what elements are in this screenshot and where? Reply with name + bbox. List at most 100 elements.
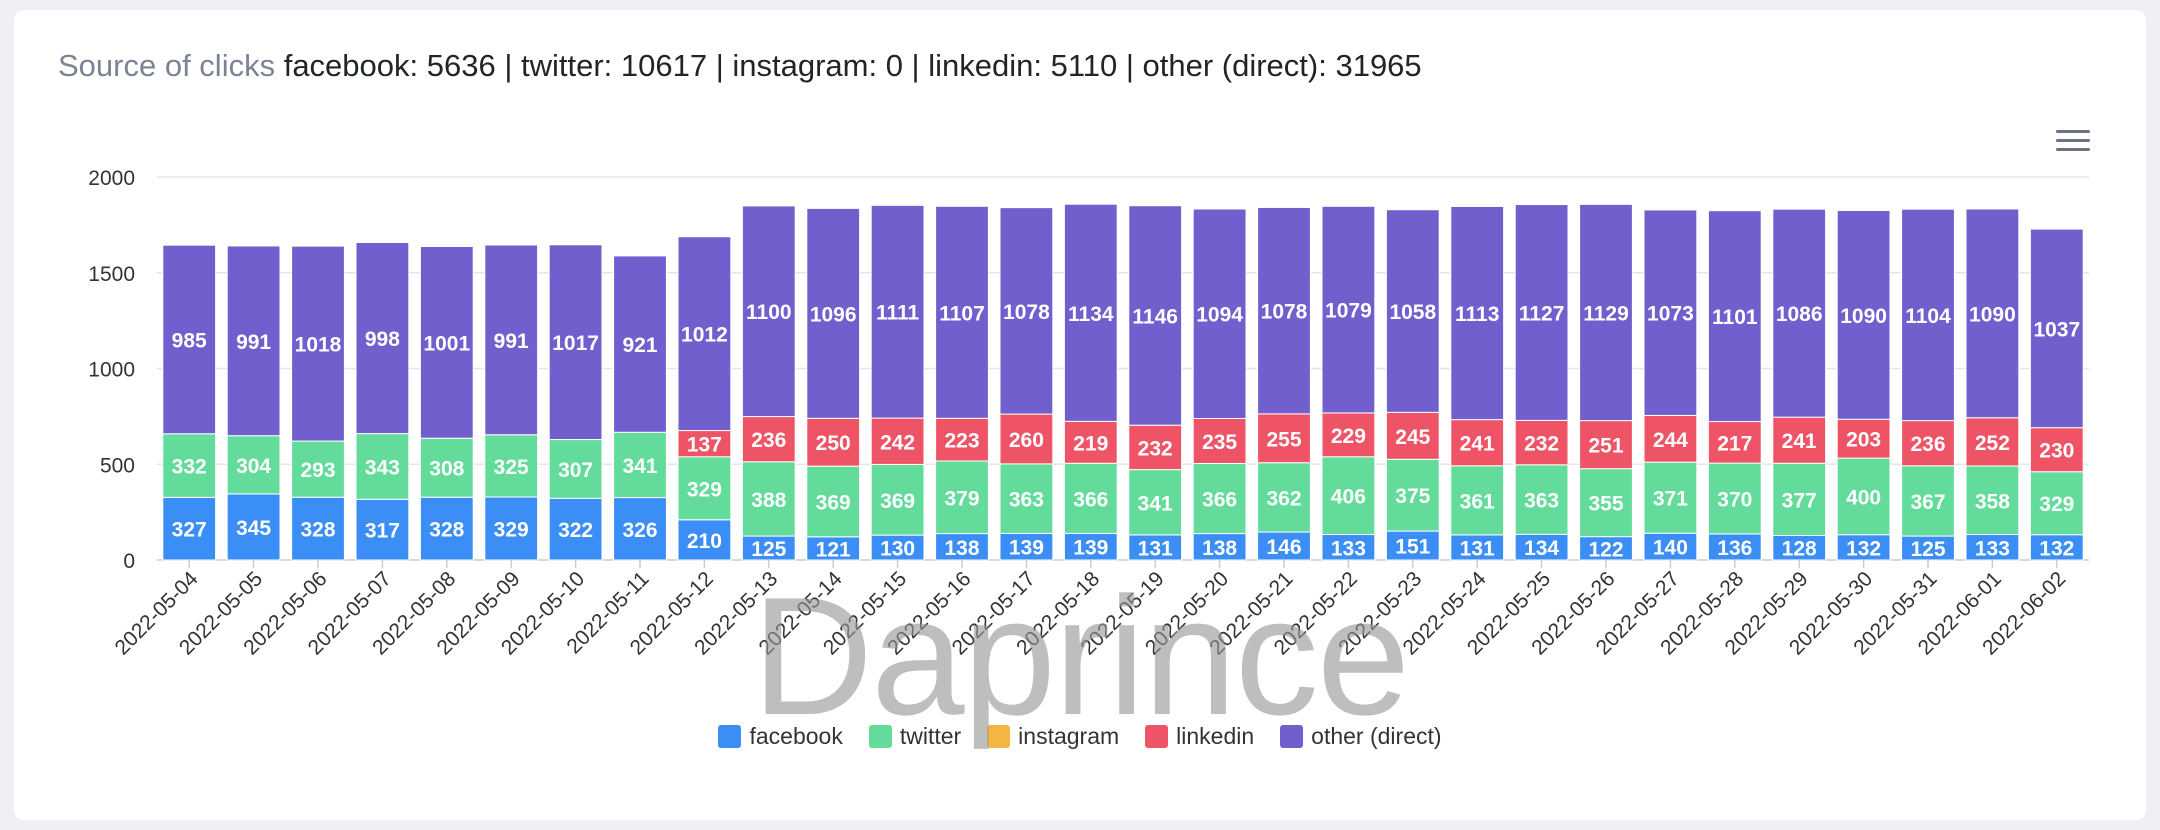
bar-segment	[226, 245, 281, 437]
bar-segment	[806, 207, 861, 419]
bar-segment	[1128, 205, 1183, 426]
legend-item[interactable]: twitter	[868, 723, 962, 750]
bar-segment	[870, 204, 925, 419]
bar-segment	[1321, 456, 1376, 536]
data-label: 366	[1073, 488, 1108, 511]
data-label: 219	[1073, 432, 1108, 455]
data-label: 210	[687, 530, 722, 553]
data-label: 362	[1266, 487, 1301, 510]
data-label: 1058	[1389, 301, 1436, 324]
bar-segment	[1063, 462, 1118, 534]
data-label: 1104	[1905, 305, 1951, 328]
legend-item[interactable]: other (direct)	[1280, 723, 1442, 750]
data-label: 1086	[1776, 303, 1823, 326]
data-label: 260	[1009, 429, 1044, 452]
bar-segment	[677, 430, 732, 458]
bar-segment	[1643, 461, 1698, 534]
hamburger-menu-icon[interactable]	[2056, 130, 2090, 156]
data-label: 217	[1717, 432, 1752, 455]
data-label: 151	[1395, 536, 1430, 559]
bar-segment	[1257, 206, 1311, 415]
data-label: 1129	[1583, 302, 1629, 325]
bar-segment	[806, 465, 861, 538]
y-tick-label: 500	[100, 454, 135, 477]
bar-segment	[741, 205, 796, 418]
bar-segment	[162, 433, 217, 498]
data-label: 332	[172, 456, 207, 479]
bar-segment	[1772, 208, 1827, 418]
bar-segment	[291, 496, 345, 561]
bar-segment	[355, 433, 410, 500]
bar-segment	[1772, 416, 1827, 464]
data-label: 377	[1782, 489, 1817, 512]
bar-segment	[1707, 462, 1762, 535]
data-label: 304	[236, 455, 271, 478]
bar-segment	[1579, 420, 1633, 470]
data-label: 293	[300, 459, 335, 482]
data-label: 1078	[1261, 301, 1308, 324]
bar-segment	[291, 440, 345, 498]
legend-label: linkedin	[1176, 723, 1255, 749]
data-label: 308	[429, 458, 464, 481]
data-label: 343	[365, 456, 400, 479]
bar-segment	[1901, 420, 1955, 467]
data-label: 250	[816, 432, 851, 455]
data-label: 998	[365, 328, 400, 351]
data-label: 371	[1653, 488, 1688, 511]
data-label: 363	[1524, 490, 1559, 513]
chart-title-label: Source of clicks	[58, 48, 276, 83]
bar-segment	[162, 244, 217, 435]
data-label: 1012	[681, 324, 728, 347]
data-label: 375	[1395, 485, 1430, 508]
data-label: 1079	[1325, 300, 1372, 323]
chart-title-summary: facebook: 5636 | twitter: 10617 | instag…	[283, 48, 1422, 83]
bar-segment	[999, 207, 1054, 415]
bar-segment	[548, 244, 603, 441]
bar-segment	[1707, 421, 1762, 464]
legend-label: instagram	[1018, 723, 1120, 749]
legend-swatch	[868, 725, 892, 748]
legend-swatch	[1280, 725, 1304, 748]
data-label: 355	[1588, 493, 1623, 516]
data-label: 131	[1460, 537, 1495, 560]
legend-item[interactable]: linkedin	[1145, 723, 1254, 750]
data-label: 138	[944, 537, 979, 560]
data-label: 1090	[1969, 303, 2016, 326]
data-label: 139	[1073, 537, 1108, 560]
bar-segment	[1836, 457, 1891, 536]
data-label: 991	[494, 330, 529, 353]
y-tick-label: 1000	[88, 359, 135, 382]
legend-label: other (direct)	[1311, 723, 1442, 749]
data-label: 125	[751, 538, 786, 561]
bar-segment	[1450, 465, 1505, 536]
bar-segment	[741, 416, 796, 463]
data-label: 1127	[1519, 302, 1565, 325]
data-label: 361	[1460, 490, 1495, 513]
bar-segment	[1901, 208, 1955, 422]
data-label: 1017	[552, 332, 599, 355]
bar-segment	[1965, 465, 2020, 536]
data-label: 251	[1588, 435, 1623, 458]
bar-segment	[999, 532, 1054, 561]
y-tick-label: 0	[123, 550, 135, 573]
data-label: 125	[1910, 538, 1945, 561]
data-label: 325	[494, 456, 529, 479]
bar-segment	[419, 246, 474, 439]
bar-segment	[548, 439, 603, 499]
legend-item[interactable]: facebook	[718, 723, 843, 750]
legend-item[interactable]: instagram	[987, 723, 1119, 750]
bar-segment	[484, 434, 539, 498]
data-label: 130	[880, 538, 915, 561]
data-label: 131	[1138, 537, 1173, 560]
bar-segment	[548, 497, 603, 561]
legend-label: twitter	[899, 723, 962, 749]
bar-segment	[1257, 462, 1311, 533]
chart-legend: facebook twitter instagram linkedin other (d…	[0, 723, 2160, 750]
data-label: 307	[558, 459, 593, 482]
bar-segment	[935, 460, 989, 535]
y-tick-label: 1500	[88, 263, 135, 286]
data-label: 1090	[1840, 305, 1887, 328]
data-label: 236	[751, 429, 786, 452]
legend-swatch	[718, 725, 742, 748]
